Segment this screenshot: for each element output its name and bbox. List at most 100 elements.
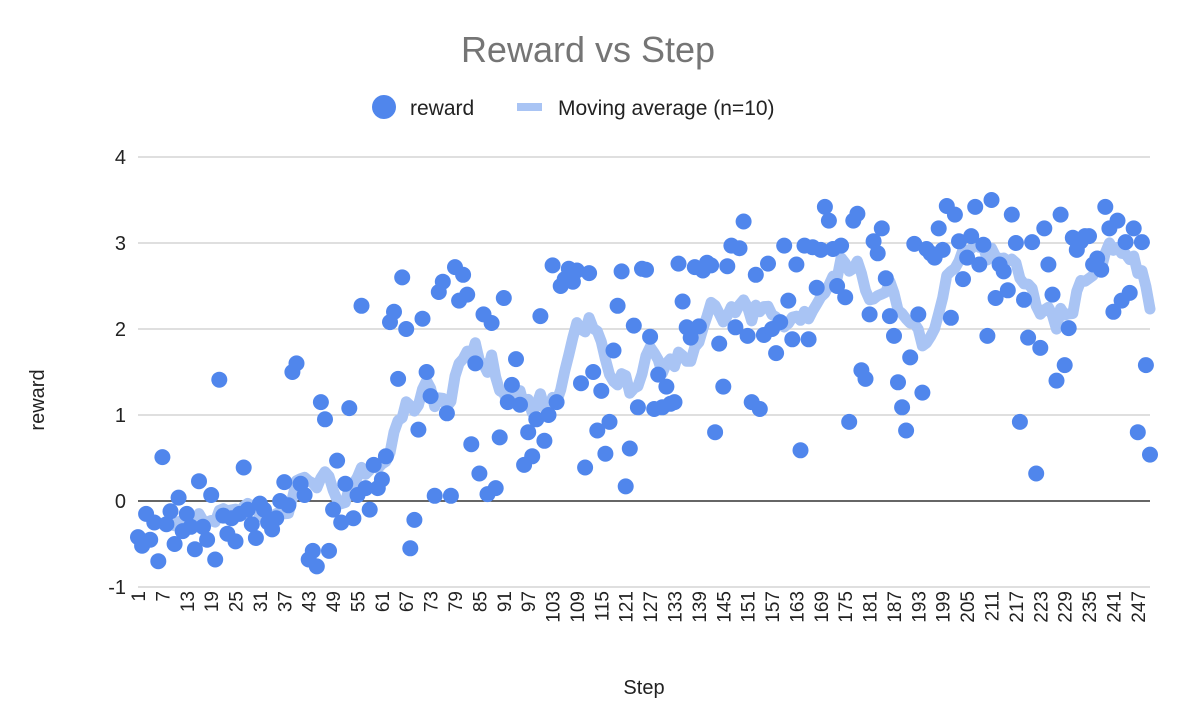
reward-point	[898, 422, 915, 439]
reward-point	[1142, 446, 1158, 463]
x-tick-label: 13	[178, 591, 199, 612]
reward-point	[1024, 234, 1041, 251]
reward-point	[613, 263, 630, 280]
legend-reward-label: reward	[410, 97, 474, 120]
x-axis-ticks: 1 7 13 19 25 31 37 43 49 55 61 67 73 79 85 91 97 103 109 11…	[129, 591, 1150, 623]
reward-point	[816, 198, 833, 215]
reward-point	[329, 452, 346, 469]
reward-point	[256, 501, 272, 518]
reward-point	[568, 262, 585, 279]
reward-point	[1028, 465, 1045, 482]
reward-point	[357, 480, 374, 497]
x-tick-label: 31	[251, 591, 272, 612]
reward-point	[727, 319, 744, 336]
reward-point	[499, 394, 516, 411]
reward-point	[963, 228, 980, 245]
reward-point	[666, 394, 683, 411]
reward-point	[857, 370, 874, 387]
reward-point	[886, 327, 902, 344]
x-tick-label: 223	[1031, 591, 1052, 623]
reward-point	[942, 309, 959, 326]
reward-series	[130, 192, 1158, 575]
reward-point	[337, 475, 354, 492]
y-axis-label: reward	[27, 369, 49, 430]
reward-point	[178, 505, 195, 522]
reward-point	[247, 530, 264, 546]
reward-point	[621, 440, 638, 457]
reward-point	[1097, 198, 1114, 215]
reward-point	[483, 315, 500, 331]
reward-point	[386, 303, 402, 320]
reward-point	[1011, 413, 1028, 430]
reward-point	[414, 310, 431, 327]
x-tick-label: 145	[714, 591, 735, 623]
reward-point	[536, 432, 553, 449]
reward-point	[304, 542, 321, 559]
reward-point	[609, 297, 626, 314]
reward-point	[1040, 256, 1057, 273]
y-tick-label: -1	[108, 577, 126, 599]
reward-point	[276, 474, 293, 491]
reward-point	[402, 540, 419, 557]
legend: reward Moving average (n=10)	[372, 95, 775, 120]
reward-point	[861, 306, 878, 323]
x-tick-label: 25	[227, 591, 248, 612]
reward-point	[865, 233, 882, 250]
reward-point	[707, 424, 724, 441]
reward-point	[768, 345, 785, 362]
reward-point	[971, 256, 988, 273]
reward-point	[459, 286, 476, 303]
reward-point	[325, 501, 342, 518]
x-tick-label: 1	[129, 591, 150, 602]
reward-point	[987, 290, 1004, 306]
reward-point	[690, 318, 707, 335]
reward-point	[955, 271, 971, 288]
reward-point	[503, 376, 520, 393]
x-tick-label: 211	[982, 591, 1003, 621]
reward-point	[585, 364, 602, 380]
x-tick-label: 91	[495, 591, 516, 612]
reward-point	[199, 531, 216, 548]
reward-point	[406, 511, 423, 528]
reward-point	[520, 424, 537, 441]
x-tick-label: 241	[1104, 591, 1125, 623]
reward-point	[410, 421, 427, 438]
reward-point	[341, 400, 358, 417]
reward-point	[979, 327, 996, 344]
reward-point	[495, 290, 512, 306]
reward-point	[711, 335, 728, 352]
x-tick-label: 103	[544, 591, 565, 623]
reward-point	[788, 256, 805, 273]
reward-point	[361, 501, 378, 518]
reward-point	[146, 514, 163, 531]
reward-point	[581, 265, 598, 282]
reward-point	[573, 375, 589, 392]
reward-point	[162, 503, 179, 520]
reward-point	[833, 237, 850, 254]
x-tick-label: 151	[739, 591, 760, 623]
reward-point	[1133, 234, 1150, 251]
reward-point	[837, 289, 854, 306]
reward-point	[1137, 357, 1154, 374]
x-tick-label: 7	[153, 591, 174, 602]
reward-point	[239, 501, 256, 518]
reward-point	[154, 449, 171, 466]
x-axis-label: Step	[623, 677, 664, 699]
x-tick-label: 109	[568, 591, 589, 623]
reward-point	[308, 558, 325, 575]
reward-point	[877, 270, 894, 287]
reward-point	[150, 553, 167, 570]
reward-point	[540, 407, 557, 423]
x-tick-label: 157	[763, 591, 784, 623]
x-tick-label: 193	[909, 591, 930, 623]
legend-reward-marker	[372, 95, 396, 119]
reward-point	[812, 241, 829, 258]
reward-point	[280, 497, 297, 514]
reward-point	[999, 282, 1016, 299]
reward-point	[894, 399, 911, 416]
reward-point	[191, 473, 207, 490]
reward-point	[983, 192, 1000, 208]
reward-point	[317, 411, 333, 428]
legend-moving-average-marker	[517, 103, 542, 111]
